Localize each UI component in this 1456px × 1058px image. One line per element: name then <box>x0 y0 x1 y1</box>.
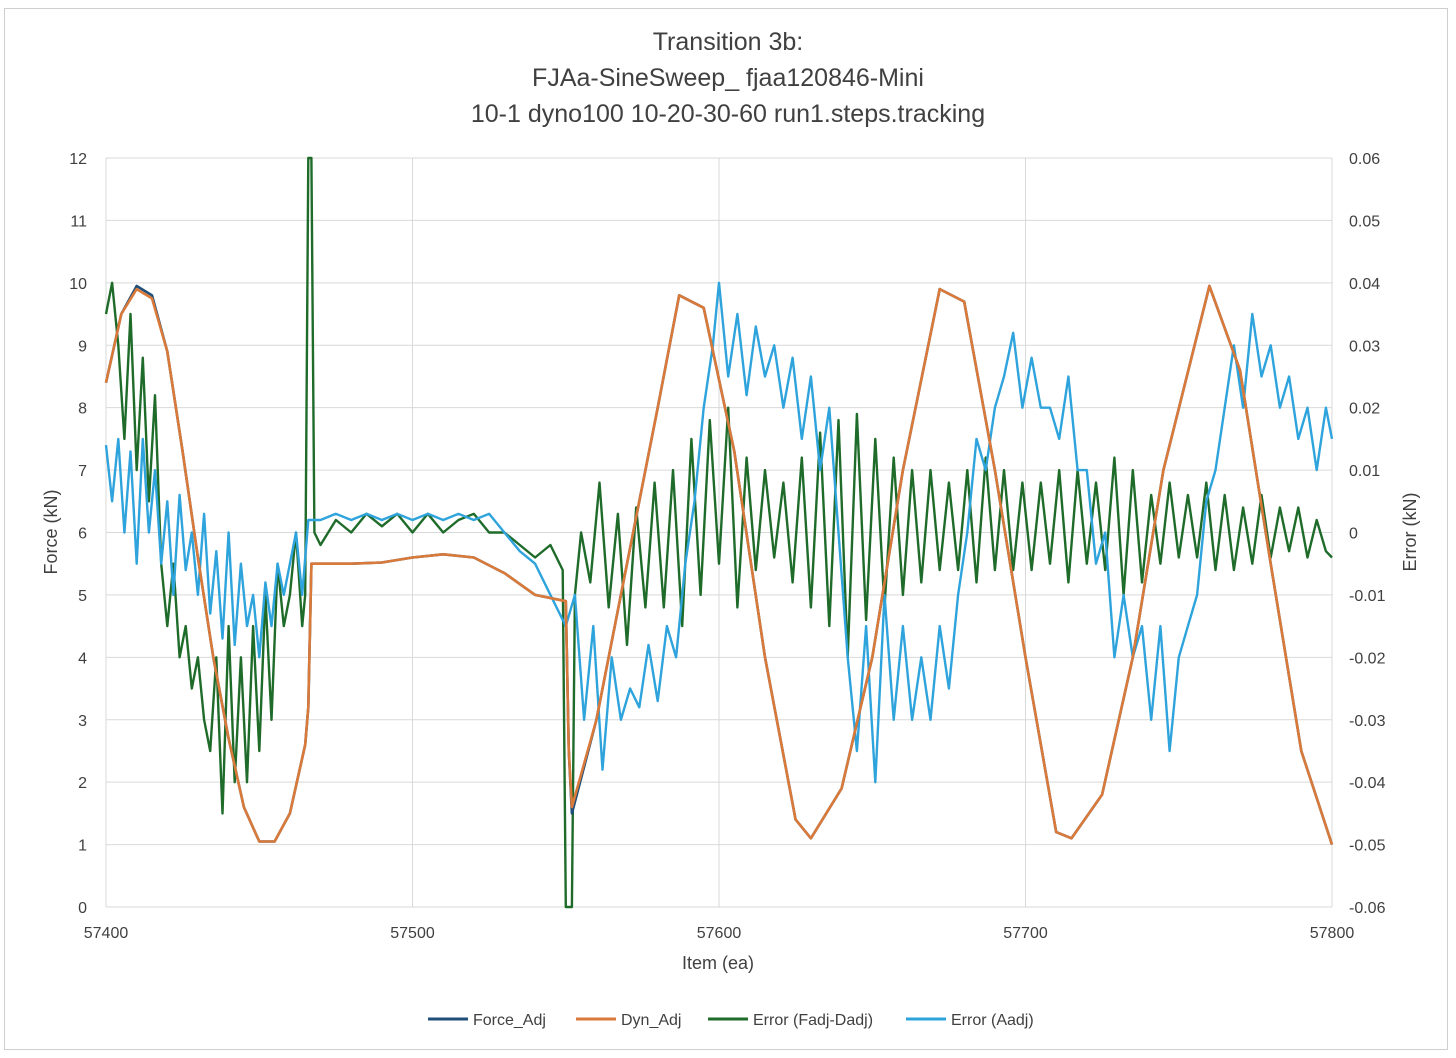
y-tick-label: 0 <box>78 900 87 917</box>
plot-area <box>104 156 1334 909</box>
title-line-3: 10-1 dyno100 10-20-30-60 run1.steps.trac… <box>471 100 985 128</box>
x-tick-label: 57700 <box>1003 925 1048 942</box>
y2-tick-label: 0.01 <box>1349 463 1380 480</box>
legend-label: Force_Adj <box>473 1012 546 1029</box>
y-tick-label: 5 <box>78 588 87 605</box>
chart-frame <box>4 8 1448 1050</box>
y-axis-label: Force (kN) <box>41 490 61 575</box>
y-tick-label: 3 <box>78 713 87 730</box>
legend-label: Dyn_Adj <box>621 1012 681 1029</box>
x-tick-label: 57600 <box>697 925 742 942</box>
y2-tick-label: 0.06 <box>1349 151 1380 168</box>
y2-tick-label: 0 <box>1349 526 1358 543</box>
y-tick-label: 8 <box>78 401 87 418</box>
y-tick-label: 10 <box>69 276 87 293</box>
y2-tick-label: -0.03 <box>1349 713 1386 730</box>
y-tick-label: 7 <box>78 463 87 480</box>
y-tick-label: 4 <box>78 650 87 667</box>
y2-tick-label: 0.03 <box>1349 338 1380 355</box>
y-tick-label: 2 <box>78 775 87 792</box>
y2-tick-label: -0.04 <box>1349 775 1386 792</box>
y2-tick-label: 0.04 <box>1349 276 1380 293</box>
y-tick-label: 6 <box>78 526 87 543</box>
y2-axis-label: Error (kN) <box>1400 493 1420 572</box>
y2-tick-label: 0.02 <box>1349 401 1380 418</box>
chart-title: Transition 3b: FJAa-SineSweep_ fjaa12084… <box>471 28 985 128</box>
y-tick-label: 11 <box>70 213 87 230</box>
y2-tick-label: 0.05 <box>1349 213 1380 230</box>
legend: Force_Adj Dyn_Adj Error (Fadj-Dadj) Error (… <box>428 1012 1034 1029</box>
y2-tick-label: -0.05 <box>1349 838 1386 855</box>
y-tick-label: 12 <box>69 151 87 168</box>
legend-label: Error (Fadj-Dadj) <box>753 1012 873 1029</box>
y2-tick-label: -0.02 <box>1349 650 1386 667</box>
x-tick-label: 57800 <box>1310 925 1355 942</box>
axis-ticks: 0123456789101112-0.06-0.05-0.04-0.03-0.0… <box>69 151 1385 942</box>
y-tick-label: 9 <box>78 338 87 355</box>
series-line-dyn-adj <box>104 284 1334 846</box>
x-tick-label: 57500 <box>390 925 435 942</box>
legend-label: Error (Aadj) <box>951 1012 1034 1029</box>
x-axis-label: Item (ea) <box>682 953 754 973</box>
series-line-error-aadj <box>104 281 1334 784</box>
title-line-2: FJAa-SineSweep_ fjaa120846-Mini <box>532 64 924 92</box>
y2-tick-label: -0.01 <box>1349 588 1386 605</box>
y-tick-label: 1 <box>78 838 87 855</box>
title-line-1: Transition 3b: <box>653 28 804 56</box>
series-line-error-fadj-dadj <box>104 156 1333 909</box>
x-tick-label: 57400 <box>84 925 129 942</box>
y2-tick-label: -0.06 <box>1349 900 1386 917</box>
